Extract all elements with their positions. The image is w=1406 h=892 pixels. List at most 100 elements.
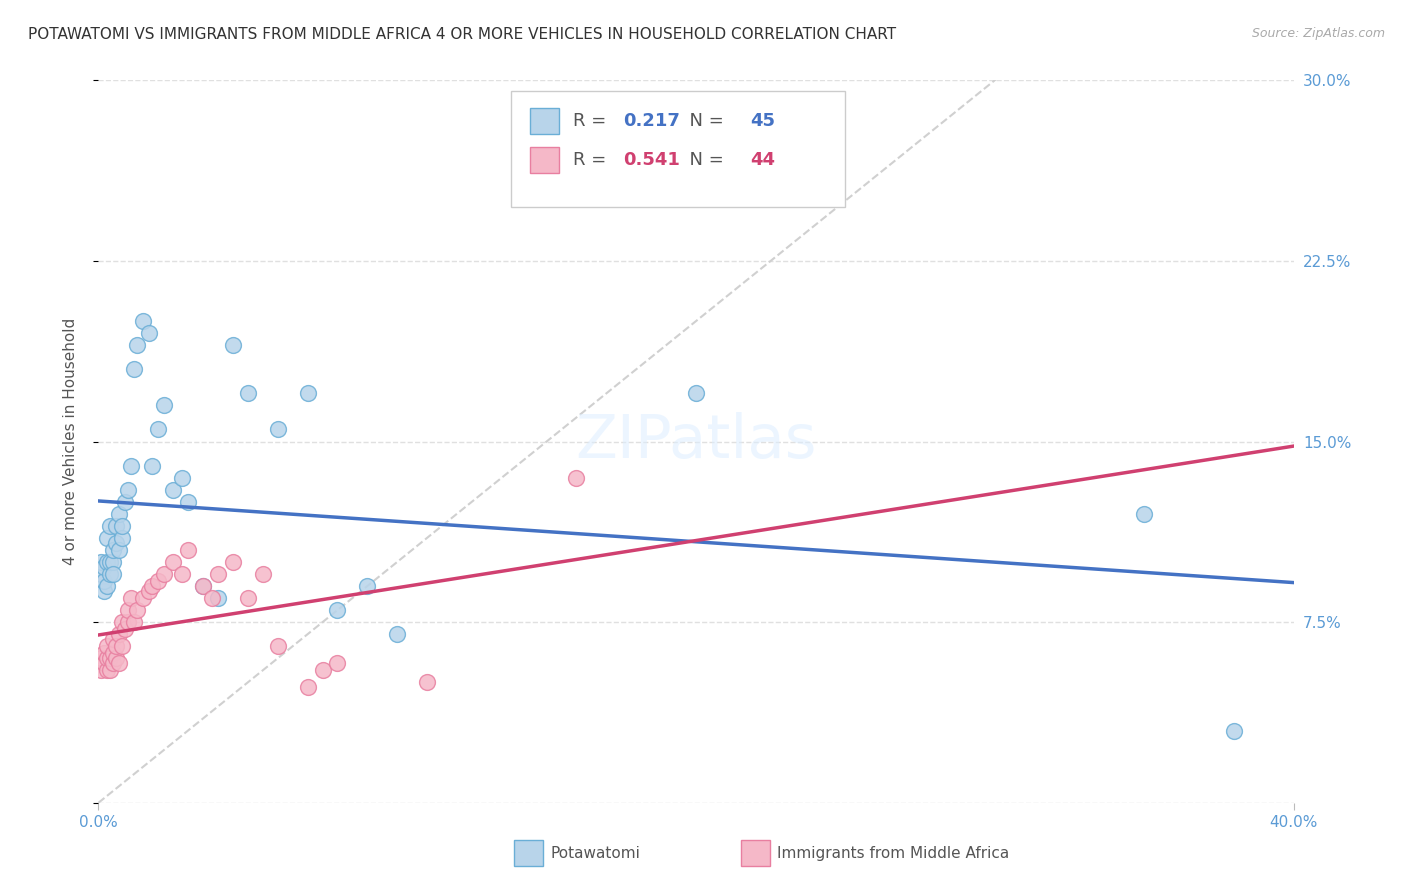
Text: Immigrants from Middle Africa: Immigrants from Middle Africa [778, 846, 1010, 861]
Point [236, 591, 259, 605]
Point [267, 422, 290, 436]
Point [111, 531, 134, 545]
Point [103, 555, 125, 569]
Point [120, 591, 142, 605]
Point [98, 555, 122, 569]
Point [93, 574, 115, 589]
Point [105, 651, 128, 665]
Text: 0.217: 0.217 [623, 112, 681, 130]
Point [93, 647, 115, 661]
Point [105, 535, 128, 549]
FancyBboxPatch shape [741, 840, 770, 866]
Point [96, 664, 118, 678]
Point [127, 603, 149, 617]
Point [120, 458, 142, 473]
Point [1223, 723, 1246, 738]
Point [117, 615, 139, 630]
Point [565, 470, 588, 484]
Point [153, 567, 176, 582]
Point [153, 398, 176, 412]
Point [222, 555, 245, 569]
Point [177, 494, 200, 508]
Text: N =: N = [678, 151, 730, 169]
FancyBboxPatch shape [530, 147, 558, 173]
Point [162, 555, 184, 569]
Text: 45: 45 [749, 112, 775, 130]
Text: R =: R = [572, 151, 612, 169]
Point [162, 483, 184, 497]
Text: ZIPatlas: ZIPatlas [575, 412, 817, 471]
Point [96, 579, 118, 593]
Point [90, 664, 112, 678]
Text: Source: ZipAtlas.com: Source: ZipAtlas.com [1251, 27, 1385, 40]
Point [177, 542, 200, 557]
Point [326, 603, 349, 617]
Point [96, 531, 118, 545]
Point [111, 639, 134, 653]
Point [108, 507, 131, 521]
Point [127, 338, 149, 352]
FancyBboxPatch shape [515, 840, 543, 866]
Text: Potawatomi: Potawatomi [550, 846, 640, 861]
Point [172, 470, 194, 484]
Point [96, 651, 118, 665]
Point [105, 639, 128, 653]
Point [96, 555, 118, 569]
Point [90, 555, 112, 569]
Point [114, 494, 136, 508]
Text: R =: R = [572, 112, 612, 130]
Point [191, 579, 214, 593]
Point [148, 574, 170, 589]
Point [326, 656, 349, 670]
Point [124, 362, 146, 376]
Point [96, 639, 118, 653]
FancyBboxPatch shape [530, 109, 558, 135]
Point [252, 567, 274, 582]
Point [98, 664, 122, 678]
Point [385, 627, 409, 641]
Text: 0.541: 0.541 [623, 151, 681, 169]
Point [356, 579, 378, 593]
Point [103, 647, 125, 661]
Point [108, 542, 131, 557]
FancyBboxPatch shape [510, 91, 845, 207]
Point [117, 603, 139, 617]
Point [297, 386, 319, 401]
Point [141, 579, 163, 593]
Point [98, 518, 122, 533]
Point [1133, 507, 1156, 521]
Point [117, 483, 139, 497]
Point [172, 567, 194, 582]
Y-axis label: 4 or more Vehicles in Household: 4 or more Vehicles in Household [63, 318, 77, 566]
Text: 44: 44 [749, 151, 775, 169]
Text: POTAWATOMI VS IMMIGRANTS FROM MIDDLE AFRICA 4 OR MORE VEHICLES IN HOUSEHOLD CORR: POTAWATOMI VS IMMIGRANTS FROM MIDDLE AFR… [28, 27, 896, 42]
Point [222, 338, 245, 352]
Text: N =: N = [678, 112, 730, 130]
Point [416, 675, 439, 690]
Point [111, 615, 134, 630]
Point [93, 559, 115, 574]
Point [685, 386, 707, 401]
Point [105, 518, 128, 533]
Point [132, 591, 155, 605]
Point [108, 656, 131, 670]
Point [98, 651, 122, 665]
Point [138, 583, 160, 598]
Point [111, 518, 134, 533]
Point [297, 680, 319, 694]
Point [93, 656, 115, 670]
Point [114, 623, 136, 637]
Point [236, 386, 259, 401]
Point [138, 326, 160, 340]
Point [148, 422, 170, 436]
Point [207, 591, 229, 605]
Point [93, 583, 115, 598]
Point [90, 567, 112, 582]
Point [103, 632, 125, 646]
Point [141, 458, 163, 473]
Point [103, 542, 125, 557]
Point [207, 567, 229, 582]
Point [191, 579, 214, 593]
Point [103, 656, 125, 670]
Point [132, 314, 155, 328]
